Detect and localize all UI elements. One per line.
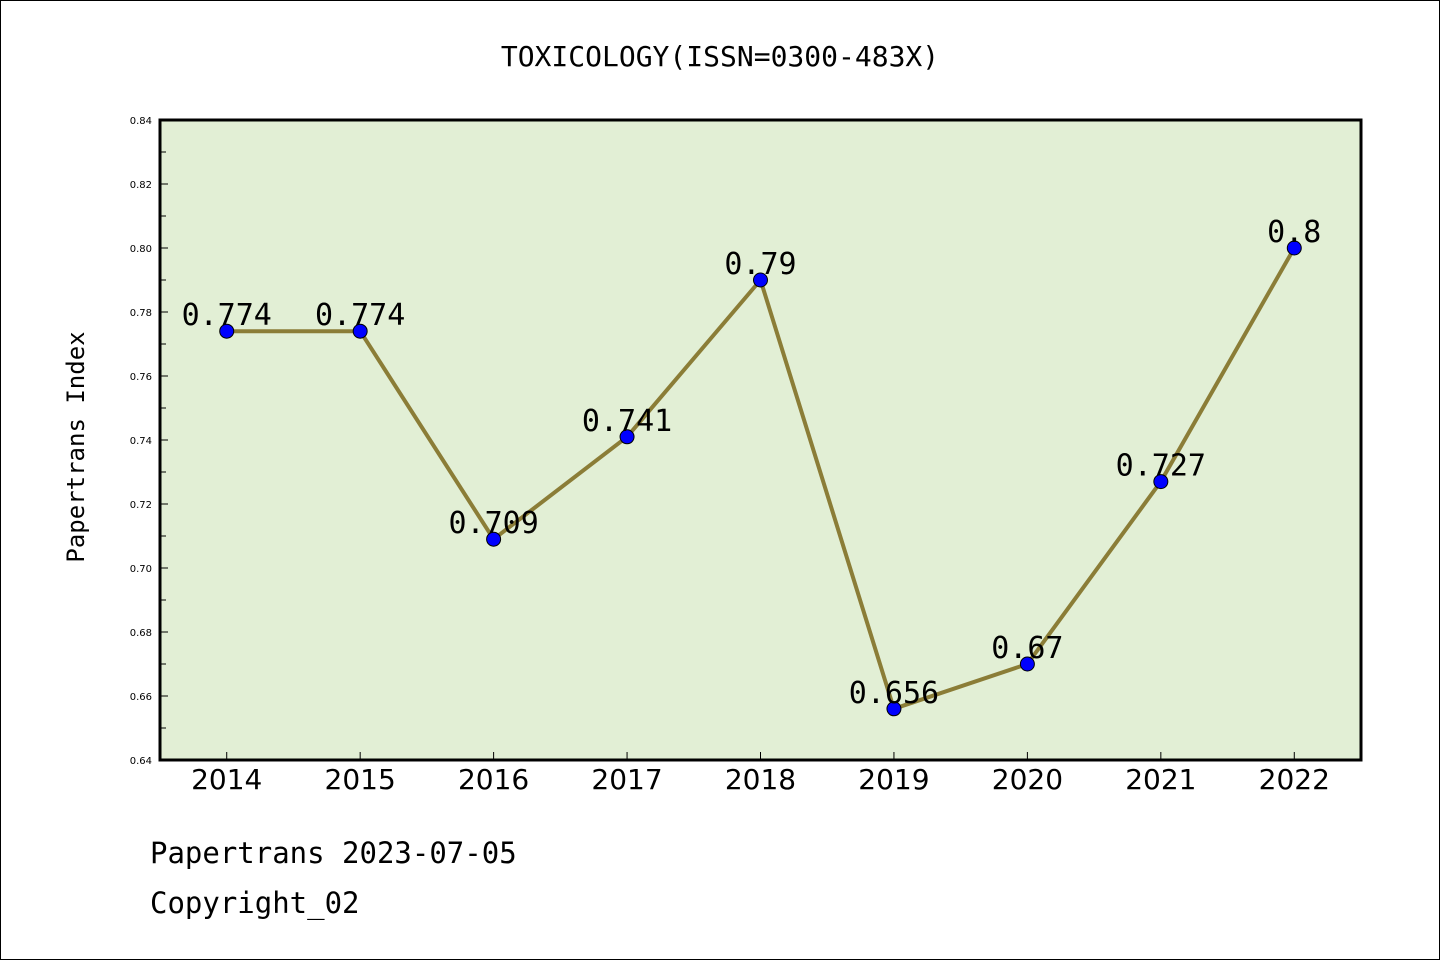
x-tick-label: 2018 (725, 763, 796, 796)
data-point-marker (619, 429, 635, 445)
series-markers (219, 240, 1302, 717)
data-label: 0.656 (849, 676, 939, 711)
data-point-marker (352, 323, 368, 339)
y-tick-label: 0.74 (130, 436, 152, 447)
x-tick-label: 2020 (992, 763, 1063, 796)
y-tick-label: 0.80 (130, 244, 152, 255)
data-label: 0.774 (182, 298, 272, 333)
data-point-marker (886, 701, 902, 717)
y-tick-label: 0.66 (130, 692, 152, 703)
x-tick-label: 2015 (325, 763, 396, 796)
data-point-marker (486, 531, 502, 547)
data-label: 0.67 (991, 631, 1063, 666)
x-axis-ticks: 2014 2015 2016 2017 2018 2019 2020 2021 2022 (191, 752, 1330, 796)
data-label: 0.727 (1116, 449, 1206, 484)
y-tick-label: 0.72 (130, 500, 152, 511)
y-tick-label: 0.64 (130, 756, 152, 767)
data-label: 0.709 (448, 506, 538, 541)
data-point-marker (219, 323, 235, 339)
x-tick-label: 2014 (191, 763, 262, 796)
plot-area (160, 120, 1361, 760)
plot-border (158, 118, 1363, 762)
y-tick-label: 0.82 (130, 180, 152, 191)
y-tick-label: 0.68 (130, 628, 152, 639)
y-tick-label: 0.78 (130, 308, 152, 319)
data-label: 0.741 (582, 404, 672, 439)
data-labels: 0.774 0.774 0.709 0.741 0.79 0.656 0.67 0.727 0.… (182, 215, 1322, 711)
x-tick-label: 2019 (858, 763, 929, 796)
y-axis-ticks: 0.64 0.66 0.68 0.70 0.72 0.74 0.76 0.78 0.80 0.82… (130, 116, 168, 767)
footer-copyright: Copyright_02 (150, 886, 360, 920)
y-tick-label: 0.70 (130, 564, 152, 575)
data-point-marker (1019, 656, 1035, 672)
y-tick-label: 0.84 (130, 116, 152, 127)
data-point-marker (1153, 474, 1169, 490)
data-point-marker (753, 272, 768, 288)
data-label: 0.79 (724, 247, 796, 282)
footer-source-date: Papertrans 2023-07-05 (150, 836, 517, 870)
x-tick-label: 2016 (458, 763, 529, 796)
x-tick-label: 2022 (1259, 763, 1330, 796)
chart-title: TOXICOLOGY(ISSN=0300-483X) (501, 40, 939, 73)
y-axis-label: Papertrans Index (62, 331, 90, 562)
y-tick-label: 0.76 (130, 372, 152, 383)
x-tick-label: 2017 (591, 763, 662, 796)
data-point-marker (1286, 240, 1302, 256)
data-label: 0.8 (1267, 215, 1321, 250)
x-tick-label: 2021 (1125, 763, 1196, 796)
data-label: 0.774 (315, 298, 405, 333)
